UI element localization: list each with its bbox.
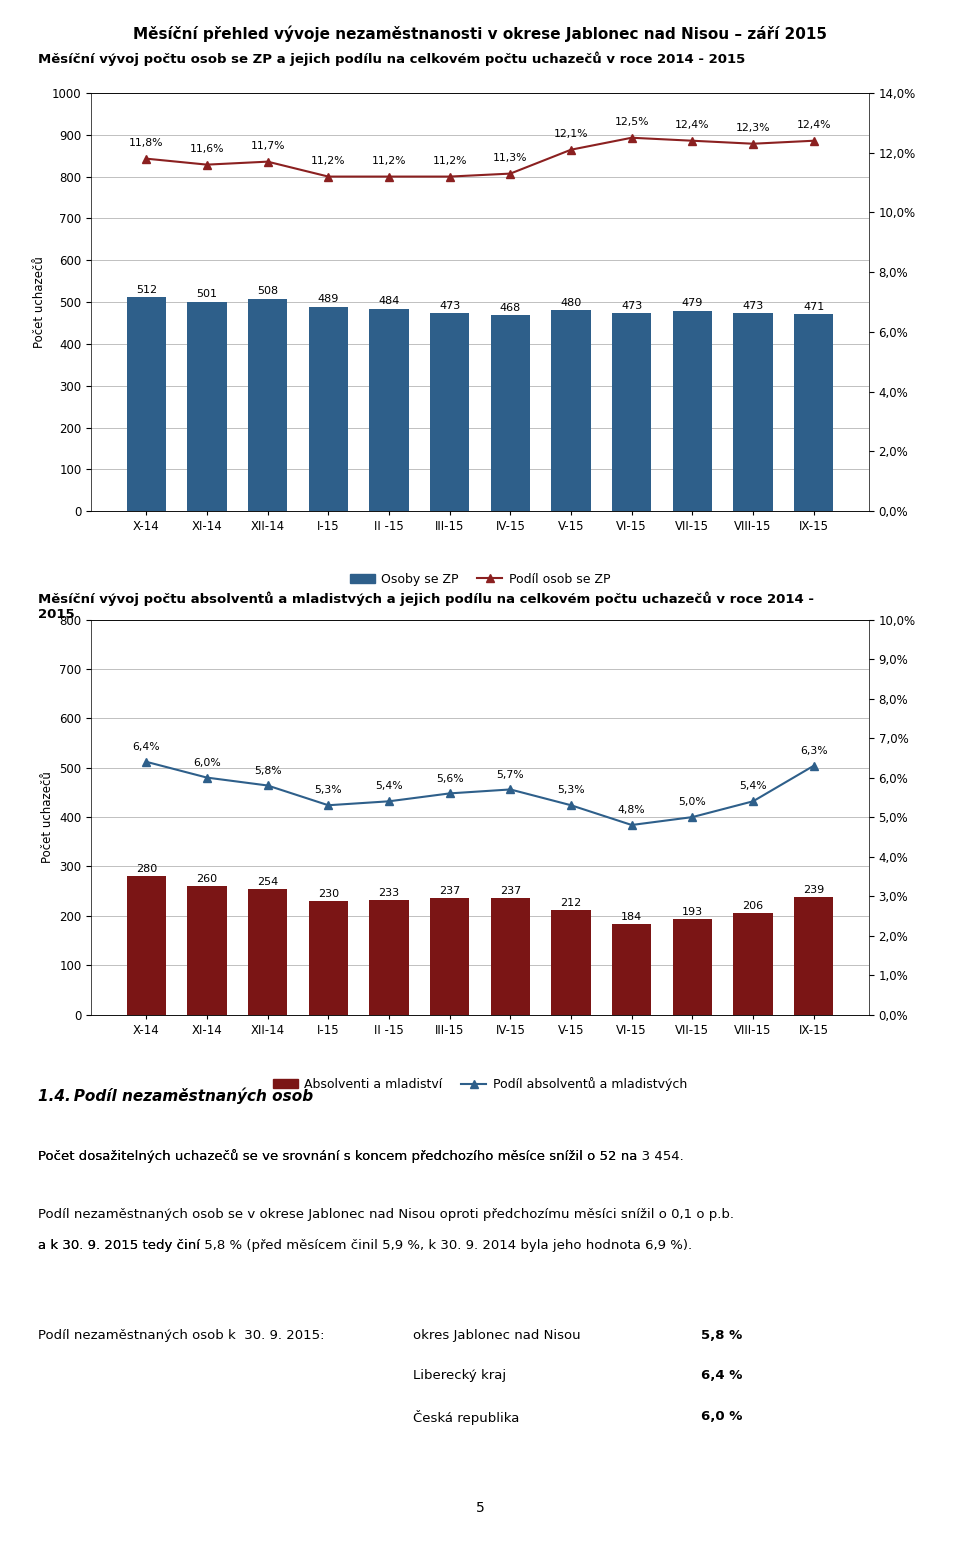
Bar — [187, 302, 227, 511]
Text: 5,0%: 5,0% — [679, 798, 707, 807]
Text: 5,8%: 5,8% — [253, 765, 281, 776]
Text: 473: 473 — [742, 301, 764, 311]
Text: 6,0%: 6,0% — [193, 757, 221, 768]
Text: 254: 254 — [257, 877, 278, 888]
Text: 471: 471 — [804, 302, 825, 311]
Bar — [491, 897, 530, 1015]
Text: 508: 508 — [257, 287, 278, 296]
Text: 206: 206 — [742, 902, 763, 911]
Text: Podíl nezaměstnaných osob k  30. 9. 2015:: Podíl nezaměstnaných osob k 30. 9. 2015: — [38, 1329, 324, 1341]
Text: Podíl nezaměstnaných osob se v okrese Jablonec nad Nisou oproti předchozímu měsí: Podíl nezaměstnaných osob se v okrese Ja… — [38, 1208, 734, 1221]
Bar — [551, 310, 590, 511]
Text: 237: 237 — [500, 886, 521, 895]
Text: 280: 280 — [135, 864, 156, 874]
Text: a k 30. 9. 2015 tedy činí: a k 30. 9. 2015 tedy činí — [38, 1239, 204, 1252]
Text: 212: 212 — [561, 898, 582, 908]
Text: 12,4%: 12,4% — [675, 121, 709, 130]
Text: Měsíční vývoj počtu osob se ZP a jejich podílu na celkovém počtu uchazečů v roce: Měsíční vývoj počtu osob se ZP a jejich … — [38, 51, 746, 65]
Text: 11,7%: 11,7% — [251, 141, 285, 152]
Text: 260: 260 — [197, 874, 218, 884]
Text: 11,8%: 11,8% — [129, 138, 163, 149]
Bar — [794, 897, 833, 1015]
Text: 11,6%: 11,6% — [190, 144, 225, 155]
Bar — [430, 897, 469, 1015]
Text: Liberecký kraj: Liberecký kraj — [413, 1369, 506, 1382]
Legend: Absolventi a mladiství, Podíl absolventů a mladistvých: Absolventi a mladiství, Podíl absolventů… — [268, 1072, 692, 1097]
Text: 6,0 %: 6,0 % — [701, 1410, 742, 1422]
Text: 484: 484 — [378, 296, 399, 307]
Bar — [308, 307, 348, 511]
Bar — [248, 299, 287, 511]
Bar — [673, 311, 712, 511]
Text: 11,2%: 11,2% — [311, 156, 346, 166]
Bar — [733, 912, 773, 1015]
Text: 5,6%: 5,6% — [436, 773, 464, 784]
Text: a k 30. 9. 2015 tedy činí 5,8 % (před měsícem činil 5,9 %, k 30. 9. 2014 byla je: a k 30. 9. 2015 tedy činí 5,8 % (před mě… — [38, 1239, 692, 1252]
Text: 501: 501 — [197, 290, 218, 299]
Text: 12,3%: 12,3% — [735, 124, 770, 133]
Text: 5,8 %: 5,8 % — [701, 1329, 742, 1341]
Text: 233: 233 — [378, 888, 399, 897]
Text: 5,7%: 5,7% — [496, 770, 524, 779]
Bar — [127, 297, 166, 511]
Text: Měsíční vývoj počtu absolventů a mladistvých a jejich podílu na celkovém počtu u: Měsíční vývoj počtu absolventů a mladist… — [38, 592, 814, 621]
Text: 6,3%: 6,3% — [800, 747, 828, 756]
Text: 1.4. Podíl nezaměstnaných osob: 1.4. Podíl nezaměstnaných osob — [38, 1087, 314, 1104]
Text: 239: 239 — [804, 884, 825, 895]
Bar — [612, 313, 652, 511]
Bar — [370, 308, 409, 511]
Bar — [491, 316, 530, 511]
Bar — [127, 877, 166, 1015]
Text: 512: 512 — [135, 285, 156, 294]
Bar — [187, 886, 227, 1015]
Bar — [673, 919, 712, 1015]
Text: 5,3%: 5,3% — [557, 785, 585, 795]
Text: Měsíční přehled vývoje nezaměstnanosti v okrese Jablonec nad Nisou – září 2015: Měsíční přehled vývoje nezaměstnanosti v… — [133, 25, 827, 42]
Bar — [551, 909, 590, 1015]
Text: 11,2%: 11,2% — [372, 156, 406, 166]
Text: 12,5%: 12,5% — [614, 118, 649, 127]
Text: 4,8%: 4,8% — [618, 805, 645, 815]
Text: 480: 480 — [561, 297, 582, 308]
Text: okres Jablonec nad Nisou: okres Jablonec nad Nisou — [413, 1329, 581, 1341]
Bar — [430, 313, 469, 511]
Text: 237: 237 — [439, 886, 460, 895]
Text: 11,3%: 11,3% — [493, 153, 528, 163]
Text: 11,2%: 11,2% — [432, 156, 467, 166]
Text: 5,4%: 5,4% — [739, 781, 767, 792]
Bar — [248, 889, 287, 1015]
Text: 184: 184 — [621, 912, 642, 922]
Text: 473: 473 — [439, 301, 460, 311]
Text: 5,3%: 5,3% — [315, 785, 342, 795]
Bar — [733, 313, 773, 511]
Bar — [794, 314, 833, 511]
Legend: Osoby se ZP, Podíl osob se ZP: Osoby se ZP, Podíl osob se ZP — [345, 567, 615, 590]
Text: 479: 479 — [682, 299, 703, 308]
Bar — [308, 902, 348, 1015]
Text: 6,4 %: 6,4 % — [701, 1369, 742, 1382]
Text: 6,4%: 6,4% — [132, 742, 160, 751]
Y-axis label: Počet uchazečů: Počet uchazečů — [40, 771, 54, 863]
Text: Počet dosažitelných uchazečů se ve srovnání s koncem předchozího měsíce snížil o: Počet dosažitelných uchazečů se ve srovn… — [38, 1149, 684, 1163]
Bar — [370, 900, 409, 1015]
Text: 230: 230 — [318, 889, 339, 898]
Y-axis label: Počet uchazečů: Počet uchazečů — [34, 256, 46, 349]
Text: 5: 5 — [475, 1501, 485, 1515]
Bar — [612, 923, 652, 1015]
Text: 193: 193 — [682, 908, 703, 917]
Text: 489: 489 — [318, 294, 339, 304]
Text: 468: 468 — [500, 304, 521, 313]
Text: 12,1%: 12,1% — [554, 129, 588, 139]
Text: 473: 473 — [621, 301, 642, 311]
Text: 5,4%: 5,4% — [375, 781, 403, 792]
Text: Počet dosažitelných uchazečů se ve srovnání s koncem předchozího měsíce snížil o: Počet dosažitelných uchazečů se ve srovn… — [38, 1149, 642, 1163]
Text: 12,4%: 12,4% — [797, 121, 831, 130]
Text: Česká republika: Česká republika — [413, 1410, 519, 1425]
